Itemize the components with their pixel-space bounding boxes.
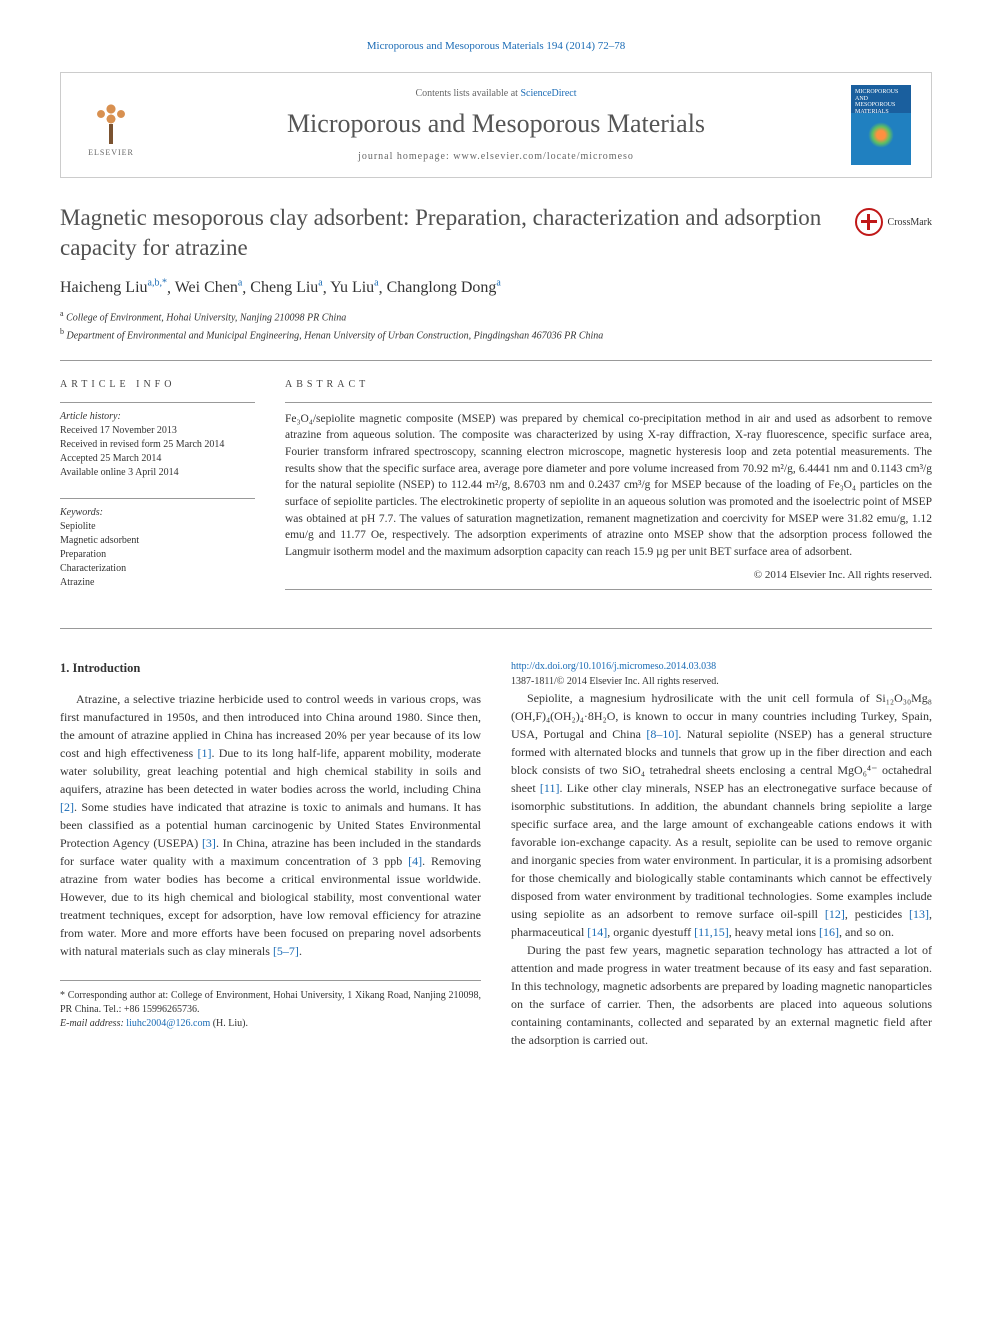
email-line: E-mail address: liuhc2004@126.com (H. Li…: [60, 1017, 481, 1031]
keywords-heading: Keywords:: [60, 507, 255, 518]
article-info-label: ARTICLE INFO: [60, 379, 255, 390]
citation-ref[interactable]: [2]: [60, 800, 74, 814]
authors-line: Haicheng Liua,b,*, Wei Chena, Cheng Liua…: [60, 278, 932, 297]
citation-ref[interactable]: [11,15]: [694, 925, 729, 939]
crossmark-label: CrossMark: [888, 217, 932, 228]
doi-block: http://dx.doi.org/10.1016/j.micromeso.20…: [511, 659, 932, 689]
history-heading: Article history:: [60, 411, 255, 422]
text-run: , organic dyestuff: [607, 925, 694, 939]
author-sup: a,b,*: [148, 278, 167, 289]
author-sup: a: [238, 278, 242, 289]
history-line: Accepted 25 March 2014: [60, 452, 255, 466]
author-sup: a: [374, 278, 378, 289]
author[interactable]: Wei Chena: [175, 279, 243, 296]
elsevier-tree-icon: [86, 94, 136, 144]
doi-link[interactable]: http://dx.doi.org/10.1016/j.micromeso.20…: [511, 661, 716, 672]
divider: [60, 402, 255, 403]
author-name: Wei Chen: [175, 279, 238, 296]
citation-link[interactable]: Microporous and Mesoporous Materials 194…: [367, 40, 625, 52]
author[interactable]: Yu Liua: [330, 279, 378, 296]
article-history: Article history: Received 17 November 20…: [60, 411, 255, 480]
divider: [60, 360, 932, 361]
history-line: Available online 3 April 2014: [60, 466, 255, 480]
keyword: Magnetic adsorbent: [60, 534, 255, 548]
journal-header: ELSEVIER Contents lists available at Sci…: [60, 72, 932, 178]
citation-ref[interactable]: [14]: [587, 925, 607, 939]
citation-ref[interactable]: [11]: [540, 781, 560, 795]
text-run: . Like other clay minerals, NSEP has an …: [511, 781, 932, 921]
keyword: Atrazine: [60, 576, 255, 590]
contents-line: Contents lists available at ScienceDirec…: [161, 88, 831, 99]
affiliation: b Department of Environmental and Munici…: [60, 327, 932, 341]
divider: [60, 628, 932, 629]
email-label: E-mail address:: [60, 1018, 126, 1029]
author-name: Haicheng Liu: [60, 279, 148, 296]
keyword: Characterization: [60, 562, 255, 576]
divider: [285, 402, 932, 403]
paragraph: Sepiolite, a magnesium hydrosilicate wit…: [511, 689, 932, 941]
author[interactable]: Cheng Liua: [250, 279, 322, 296]
citation-line: Microporous and Mesoporous Materials 194…: [60, 40, 932, 52]
journal-name: Microporous and Mesoporous Materials: [161, 109, 831, 139]
crossmark-icon: [855, 208, 883, 236]
text-run: . Removing atrazine from water bodies ha…: [60, 854, 481, 958]
history-line: Received in revised form 25 March 2014: [60, 438, 255, 452]
contents-prefix: Contents lists available at: [415, 88, 520, 99]
affil-sup: a: [60, 309, 64, 318]
citation-ref[interactable]: [5–7]: [273, 944, 299, 958]
keyword: Sepiolite: [60, 520, 255, 534]
sciencedirect-link[interactable]: ScienceDirect: [520, 88, 576, 99]
divider: [60, 498, 255, 499]
homepage-line: journal homepage: www.elsevier.com/locat…: [161, 151, 831, 162]
cover-title: MICROPOROUS AND MESOPOROUS MATERIALS: [855, 89, 907, 115]
divider: [285, 589, 932, 590]
history-line: Received 17 November 2013: [60, 424, 255, 438]
homepage-prefix: journal homepage:: [358, 151, 453, 162]
text-run: .: [299, 944, 302, 958]
corresponding-author: * Corresponding author at: College of En…: [60, 989, 481, 1017]
affiliation: a College of Environment, Hohai Universi…: [60, 309, 932, 323]
citation-ref[interactable]: [12]: [825, 907, 845, 921]
journal-cover-thumbnail[interactable]: MICROPOROUS AND MESOPOROUS MATERIALS: [851, 85, 911, 165]
citation-ref[interactable]: [3]: [202, 836, 216, 850]
affil-text: Department of Environmental and Municipa…: [67, 331, 604, 342]
author-name: Changlong Dong: [387, 279, 497, 296]
elsevier-logo[interactable]: ELSEVIER: [81, 90, 141, 160]
abstract-label: ABSTRACT: [285, 379, 932, 390]
citation-journal: Microporous and Mesoporous Materials: [367, 40, 544, 52]
author[interactable]: Changlong Donga: [387, 279, 501, 296]
affil-sup: b: [60, 327, 64, 336]
text-run: , heavy metal ions: [729, 925, 819, 939]
abstract-text: Fe₃O₄/sepiolite magnetic composite (MSEP…: [285, 411, 932, 561]
body-text: 1. Introduction Atrazine, a selective tr…: [60, 659, 932, 1050]
citation-volpages: 194 (2014) 72–78: [546, 40, 625, 52]
author-sup: a: [318, 278, 322, 289]
text-run: , and so on.: [839, 925, 894, 939]
citation-ref[interactable]: [1]: [197, 746, 211, 760]
citation-ref[interactable]: [16]: [819, 925, 839, 939]
footnote-block: * Corresponding author at: College of En…: [60, 980, 481, 1031]
citation-ref[interactable]: [4]: [408, 854, 422, 868]
homepage-url[interactable]: www.elsevier.com/locate/micromeso: [453, 151, 634, 162]
email-suffix: (H. Liu).: [210, 1018, 248, 1029]
section-heading: 1. Introduction: [60, 659, 481, 678]
article-title: Magnetic mesoporous clay adsorbent: Prep…: [60, 203, 835, 263]
author[interactable]: Haicheng Liua,b,*: [60, 279, 167, 296]
citation-ref[interactable]: [8–10]: [646, 727, 678, 741]
keyword: Preparation: [60, 548, 255, 562]
crossmark-badge[interactable]: CrossMark: [855, 208, 932, 236]
email-link[interactable]: liuhc2004@126.com: [126, 1018, 210, 1029]
paragraph: Atrazine, a selective triazine herbicide…: [60, 690, 481, 960]
affil-text: College of Environment, Hohai University…: [66, 312, 346, 323]
citation-ref[interactable]: [13]: [909, 907, 929, 921]
author-sup: a: [496, 278, 500, 289]
abstract-copyright: © 2014 Elsevier Inc. All rights reserved…: [285, 569, 932, 581]
author-name: Cheng Liu: [250, 279, 318, 296]
paragraph: During the past few years, magnetic sepa…: [511, 941, 932, 1049]
elsevier-label: ELSEVIER: [88, 148, 134, 157]
text-run: , pesticides: [845, 907, 909, 921]
issn-line: 1387-1811/© 2014 Elsevier Inc. All right…: [511, 674, 932, 689]
author-name: Yu Liu: [330, 279, 374, 296]
keywords-block: Keywords: Sepiolite Magnetic adsorbent P…: [60, 507, 255, 590]
